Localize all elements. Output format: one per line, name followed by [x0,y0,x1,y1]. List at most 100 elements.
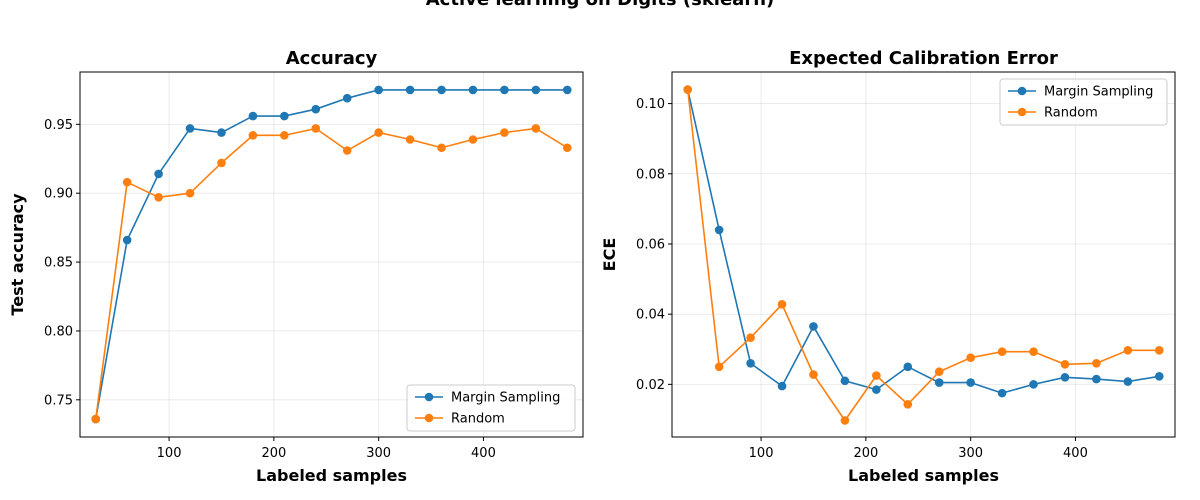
chart0-series-random-point-210 [280,131,289,140]
chart0-series-random-point-180 [248,131,258,140]
chart1-series-random-point-120 [777,300,787,309]
chart1-series-margin-sampling-point-360 [1029,380,1038,389]
chart1-ytick-label-0: 0.02 [636,378,665,393]
chart1-xtick-label-300: 300 [958,446,983,461]
chart0-series-random-point-390 [468,135,478,144]
chart0-ytick-label-1: 0.80 [44,324,73,339]
chart1-series-random-point-240 [903,400,913,409]
chart0-ytick-label-4: 0.95 [44,118,73,133]
chart1-series-margin-sampling-point-120 [777,381,787,391]
chart1-legend: Margin Sampling Random [999,78,1168,126]
chart1-series-random-point-270 [934,367,944,377]
chart0-series-margin-sampling-point-210 [280,111,289,121]
chart0-series-margin-sampling-point-120 [185,124,195,133]
chart1-series-random-line [686,89,1160,422]
chart0-legend-random-label: Random [451,412,505,427]
chart0-ytick-label-2: 0.85 [44,256,73,271]
ece-chart: 100 200 300 400 0.02 0.04 0.06 0.08 0.10 Expected… [600,48,1176,485]
chart1-series-random-point-450 [1123,346,1133,355]
chart0-series-random-point-480 [562,143,572,153]
chart1-series-random-point-180 [840,416,850,425]
chart0-series-random [91,124,572,424]
chart0-series-margin-sampling-point-300 [374,85,383,95]
chart0-series-random-point-300 [374,128,383,137]
chart1-series-random-point-60 [714,362,724,372]
chart1-title: Expected Calibration Error [789,48,1058,69]
chart0-xtick-label-400: 400 [471,446,496,461]
chart0-series-margin-sampling-point-390 [468,85,478,95]
chart1-ytick-label-4: 0.10 [636,97,665,112]
chart1-series-margin-sampling-point-270 [934,378,944,387]
chart1-series-random-point-360 [1029,347,1038,357]
chart0-xtick-label-200: 200 [261,446,286,461]
chart1-series-margin-sampling-point-240 [903,362,913,372]
chart1-series-margin-sampling-point-150 [809,322,818,331]
chart1-frame [671,71,1176,438]
chart1-legend-box [999,78,1168,126]
chart1-series-random-point-420 [1092,358,1101,368]
chart1-series-margin-sampling-point-210 [872,385,881,394]
chart0-series-random-line [94,127,568,420]
chart1-ytick-label-3: 0.08 [636,167,665,182]
chart0-series-margin-sampling-point-240 [311,104,321,114]
chart0-legend-random-marker [424,413,434,423]
chart1-series-margin-sampling-point-60 [714,225,724,235]
chart0-series-margin-sampling-point-90 [154,169,163,179]
chart0-legend-margin-sampling-label: Margin Sampling [451,391,560,406]
chart1-series-random-point-390 [1060,360,1070,369]
chart0-series-random-point-120 [185,188,195,198]
chart0-title: Accuracy [286,48,378,69]
chart1-series-random-point-300 [966,353,975,362]
chart0-series-random-point-330 [405,135,415,144]
chart1-legend-margin-sampling-label: Margin Sampling [1044,85,1153,100]
figure-suptitle: Active learning on Digits (sklearn) [426,0,775,10]
chart0-series-random-point-60 [122,177,132,187]
chart0-frame [79,71,584,438]
chart0-series-random-point-420 [500,128,509,137]
chart1-xtick-label-400: 400 [1063,446,1088,461]
chart0-legend: Margin Sampling Random [406,384,576,432]
chart1-series-random-point-90 [746,333,755,342]
chart1-ytick-label-1: 0.04 [636,308,665,323]
chart0-series-margin-sampling-point-150 [217,128,226,137]
chart0-legend-margin-sampling-marker [424,392,434,402]
chart1-series-margin-sampling-point-330 [997,388,1007,398]
chart1-series-margin-sampling-point-390 [1060,373,1070,382]
chart0-xtick-label-100: 100 [157,446,182,461]
chart1-series-random-point-150 [809,370,818,379]
chart0-series-random-point-150 [217,158,226,168]
chart1-series-random [683,85,1164,425]
chart0-series-margin-sampling-point-420 [500,85,509,95]
chart1-series-random-point-480 [1154,346,1164,355]
chart0-series-random-point-30 [91,414,101,424]
chart1-ylabel: ECE [600,238,619,272]
chart0-ytick-label-0: 0.75 [44,393,73,408]
chart1-series-margin-sampling-line [686,89,1160,394]
chart0-series-margin-sampling-point-180 [248,111,258,121]
chart0-series-margin-sampling-point-330 [405,85,415,95]
chart1-xtick-label-200: 200 [853,446,878,461]
chart1-ytick-label-2: 0.06 [636,237,665,252]
chart0-series-margin-sampling-point-270 [342,93,352,103]
chart0-series-random-point-360 [437,143,446,153]
chart0-series-random-point-240 [311,124,321,133]
chart0-ytick-label-3: 0.90 [44,187,73,202]
chart1-series-random-point-210 [872,371,881,380]
chart0-series-margin-sampling-point-360 [437,85,446,95]
chart1-series-margin-sampling-point-420 [1092,374,1101,384]
chart1-legend-margin-sampling-marker [1017,86,1027,96]
chart0-series-margin-sampling [91,85,572,424]
chart1-series-margin-sampling-point-450 [1123,377,1133,386]
chart0-legend-box [406,384,576,432]
chart1-legend-random-label: Random [1044,106,1098,121]
chart0-ylabel: Test accuracy [8,193,27,316]
chart0-xtick-label-300: 300 [366,446,391,461]
chart0-series-random-point-90 [154,193,163,202]
accuracy-chart: 100 200 300 400 0.75 0.80 0.85 0.90 0.95 Accuracy… [8,48,584,485]
chart0-series-margin-sampling-point-450 [531,85,541,95]
chart1-series-margin-sampling-point-300 [966,378,975,387]
chart1-series-random-point-330 [997,347,1007,357]
chart0-series-margin-sampling-line [94,89,568,420]
chart0-series-random-point-450 [531,124,541,133]
